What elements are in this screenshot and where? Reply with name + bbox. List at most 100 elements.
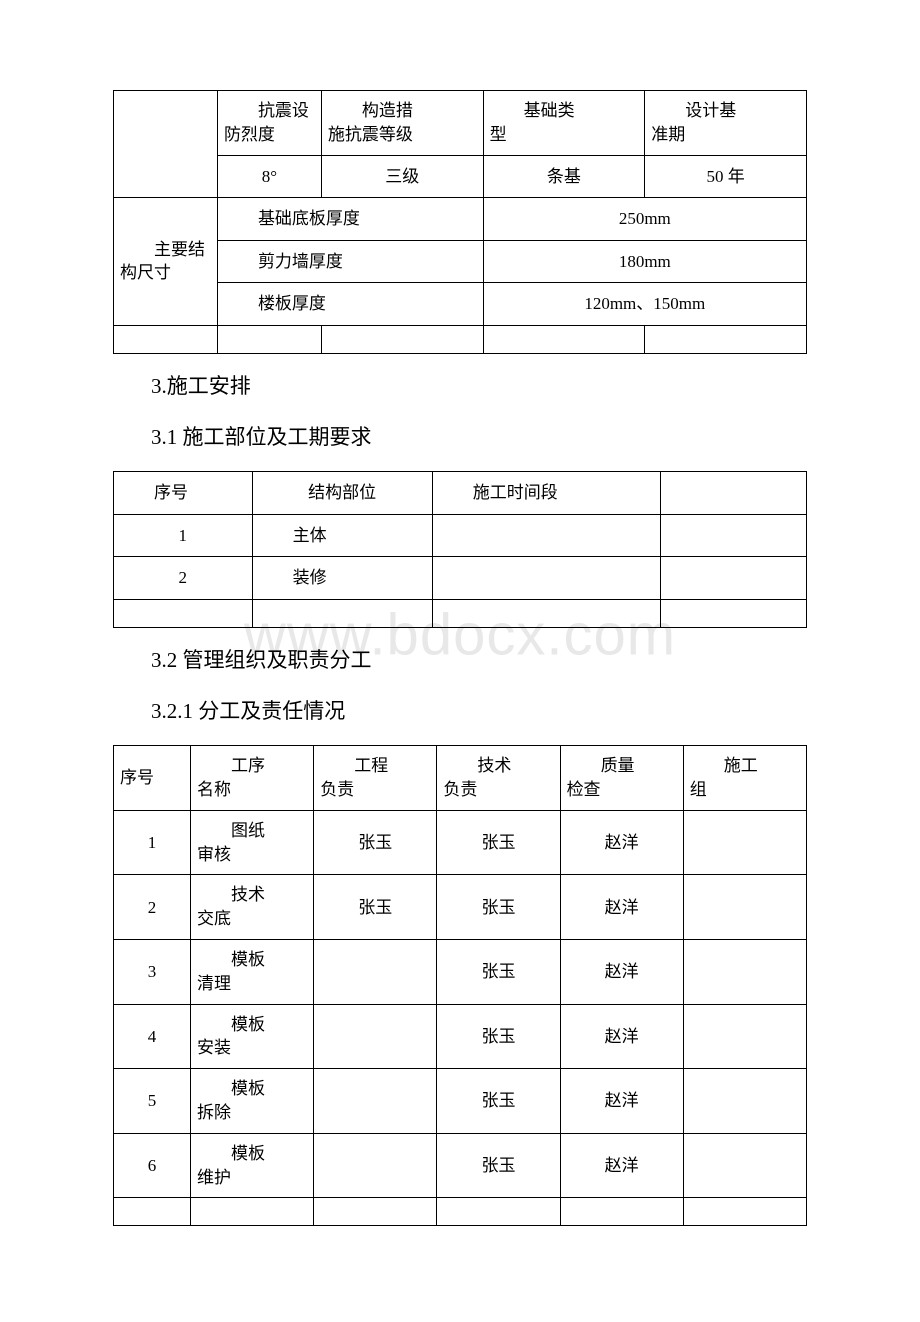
cell-process: 技术 交底 [191, 875, 314, 940]
cell-seq: 1 [114, 810, 191, 875]
cell-eng [314, 1133, 437, 1198]
cell-part: 装修 [252, 557, 432, 600]
structure-params-table: 抗震设 防烈度 构造措 施抗震等级 基础类 型 设计基 准期 8° 三级 条基 … [113, 90, 807, 354]
cell-blank [560, 1198, 683, 1226]
table-row: 8° 三级 条基 50 年 [114, 155, 807, 198]
table-row: 4 模板 安装 张玉 赵洋 [114, 1004, 807, 1069]
table-row: 剪力墙厚度 180mm [114, 240, 807, 283]
col-header-team: 施工 组 [683, 746, 806, 811]
cell-team [683, 940, 806, 1005]
table-row [114, 1198, 807, 1226]
cell-team [683, 1133, 806, 1198]
col-header-foundation-type: 基础类 型 [483, 91, 645, 156]
cell-eng: 张玉 [314, 810, 437, 875]
cell-blank [114, 1198, 191, 1226]
cell-seq: 1 [114, 514, 253, 557]
cell-shear-wall-label: 剪力墙厚度 [217, 240, 483, 283]
cell-blank [683, 1198, 806, 1226]
table-row: 序号 工序 名称 工程 负责 技术 负责 质量 检查 施工 组 [114, 746, 807, 811]
cell-blank [321, 325, 483, 353]
table-row: 楼板厚度 120mm、150mm [114, 283, 807, 326]
cell-blank [114, 599, 253, 627]
table-row: 抗震设 防烈度 构造措 施抗震等级 基础类 型 设计基 准期 [114, 91, 807, 156]
table-row: 主要结 构尺寸 基础底板厚度 250mm [114, 198, 807, 241]
cell-qc: 赵洋 [560, 1004, 683, 1069]
cell-extra [661, 557, 807, 600]
cell-process: 模板 安装 [191, 1004, 314, 1069]
cell-blank [252, 599, 432, 627]
cell-seq: 5 [114, 1069, 191, 1134]
col-header-process: 工序 名称 [191, 746, 314, 811]
cell-blank [191, 1198, 314, 1226]
cell-extra [661, 514, 807, 557]
table-row: 1 图纸 审核 张玉 张玉 赵洋 [114, 810, 807, 875]
cell-seq: 2 [114, 875, 191, 940]
table-row [114, 599, 807, 627]
cell-blank [645, 325, 807, 353]
cell-slab-thickness-label: 楼板厚度 [217, 283, 483, 326]
cell-eng [314, 1069, 437, 1134]
heading-3-2-1: 3.2.1 分工及责任情况 [151, 693, 807, 731]
heading-3-1: 3.1 施工部位及工期要求 [151, 419, 807, 457]
cell-blank [217, 325, 321, 353]
schedule-table: 序号 结构部位 施工时间段 1 主体 2 装修 [113, 471, 807, 628]
cell-tech: 张玉 [437, 1069, 560, 1134]
heading-3: 3.施工安排 [151, 368, 807, 406]
col-header-seismic-intensity: 抗震设 防烈度 [217, 91, 321, 156]
cell-slab-thickness-value: 120mm、150mm [483, 283, 806, 326]
cell-seq: 2 [114, 557, 253, 600]
cell-design-period: 50 年 [645, 155, 807, 198]
col-header-tech: 技术 负责 [437, 746, 560, 811]
col-header-qc: 质量 检查 [560, 746, 683, 811]
cell-qc: 赵洋 [560, 875, 683, 940]
cell-tech: 张玉 [437, 875, 560, 940]
responsibility-table: 序号 工序 名称 工程 负责 技术 负责 质量 检查 施工 组 1 [113, 745, 807, 1226]
cell-period [432, 514, 661, 557]
cell-team [683, 810, 806, 875]
cell-eng [314, 1004, 437, 1069]
table-row: 3 模板 清理 张玉 赵洋 [114, 940, 807, 1005]
cell-team [683, 1069, 806, 1134]
page-content: 抗震设 防烈度 构造措 施抗震等级 基础类 型 设计基 准期 8° 三级 条基 … [113, 90, 807, 1226]
cell-qc: 赵洋 [560, 940, 683, 1005]
cell-seismic-intensity: 8° [217, 155, 321, 198]
cell-blank [114, 91, 218, 198]
cell-part: 主体 [252, 514, 432, 557]
cell-blank [114, 325, 218, 353]
cell-foundation-thickness-label: 基础底板厚度 [217, 198, 483, 241]
cell-process: 模板 清理 [191, 940, 314, 1005]
col-header-period: 施工时间段 [432, 472, 661, 515]
table-row: 6 模板 维护 张玉 赵洋 [114, 1133, 807, 1198]
cell-shear-wall-value: 180mm [483, 240, 806, 283]
col-header-design-period: 设计基 准期 [645, 91, 807, 156]
cell-seq: 4 [114, 1004, 191, 1069]
table-row: 2 技术 交底 张玉 张玉 赵洋 [114, 875, 807, 940]
table-row: 2 装修 [114, 557, 807, 600]
cell-blank [483, 325, 645, 353]
cell-seismic-grade: 三级 [321, 155, 483, 198]
row-header-main-dimensions: 主要结 构尺寸 [114, 198, 218, 326]
cell-qc: 赵洋 [560, 810, 683, 875]
cell-eng [314, 940, 437, 1005]
cell-tech: 张玉 [437, 810, 560, 875]
col-header-blank [661, 472, 807, 515]
cell-seq: 6 [114, 1133, 191, 1198]
cell-blank [661, 599, 807, 627]
heading-3-2: 3.2 管理组织及职责分工 [151, 642, 807, 680]
cell-blank [432, 599, 661, 627]
cell-qc: 赵洋 [560, 1133, 683, 1198]
col-header-part: 结构部位 [252, 472, 432, 515]
cell-foundation-thickness-value: 250mm [483, 198, 806, 241]
cell-team [683, 1004, 806, 1069]
table-row: 1 主体 [114, 514, 807, 557]
cell-tech: 张玉 [437, 940, 560, 1005]
table-row: 5 模板 拆除 张玉 赵洋 [114, 1069, 807, 1134]
col-header-seq: 序号 [114, 746, 191, 811]
cell-period [432, 557, 661, 600]
cell-blank [437, 1198, 560, 1226]
table-row: 序号 结构部位 施工时间段 [114, 472, 807, 515]
col-header-seq: 序号 [114, 472, 253, 515]
table-row [114, 325, 807, 353]
cell-tech: 张玉 [437, 1004, 560, 1069]
cell-process: 模板 拆除 [191, 1069, 314, 1134]
